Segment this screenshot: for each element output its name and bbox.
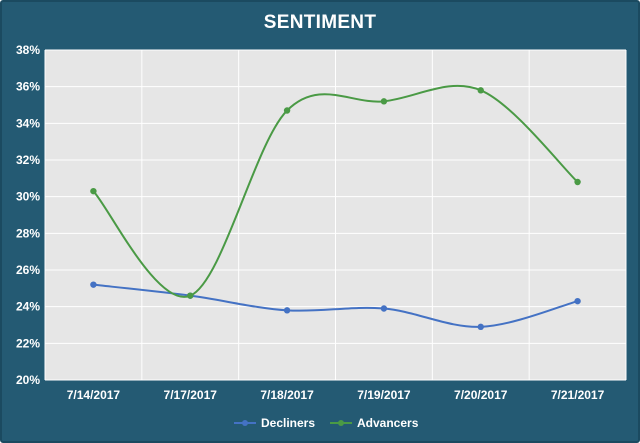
- legend-marker-decliners: [242, 420, 248, 426]
- y-tick-label: 36%: [16, 80, 40, 94]
- y-tick-label: 34%: [16, 116, 40, 130]
- y-tick-label: 26%: [16, 263, 40, 277]
- legend-item-advancers[interactable]: Advancers: [330, 416, 419, 430]
- data-point-decliners: [283, 307, 291, 314]
- y-tick-label: 28%: [16, 226, 40, 240]
- legend-label-decliners: Decliners: [261, 416, 315, 430]
- data-point-advancers: [380, 98, 388, 105]
- x-tick-label: 7/17/2017: [164, 388, 218, 402]
- data-point-decliners: [380, 305, 388, 312]
- y-tick-label: 22%: [16, 336, 40, 350]
- x-axis-ticks: 7/14/2017 7/17/2017 7/18/2017 7/19/2017 7/20…: [67, 388, 605, 402]
- legend-label-advancers: Advancers: [357, 416, 419, 430]
- series-line-advancers: [92, 84, 579, 298]
- series-line-decliners: [93, 283, 578, 328]
- x-tick-label: 7/21/2017: [551, 388, 605, 402]
- legend[interactable]: Decliners Advancers: [234, 416, 419, 430]
- x-tick-label: 7/14/2017: [67, 388, 121, 402]
- y-tick-label: 20%: [16, 373, 40, 387]
- data-point-advancers: [187, 292, 194, 299]
- data-point-advancers: [283, 107, 291, 114]
- y-tick-label: 24%: [16, 300, 40, 314]
- gridlines: [44, 49, 627, 381]
- series-advancers: [90, 84, 581, 299]
- data-point-decliners: [477, 323, 484, 331]
- data-point-advancers: [477, 87, 484, 94]
- y-tick-label: 38%: [16, 43, 40, 57]
- x-tick-label: 7/20/2017: [454, 388, 508, 402]
- data-point-decliners: [574, 297, 581, 305]
- series: [90, 84, 581, 331]
- data-point-advancers: [574, 178, 581, 186]
- y-axis-ticks: 20% 22% 24% 26% 28% 30% 32% 34% 36% 38%: [16, 43, 40, 387]
- data-point-decliners: [90, 281, 97, 288]
- data-point-advancers: [90, 187, 97, 195]
- y-tick-label: 30%: [16, 190, 40, 204]
- chart-title: SENTIMENT: [263, 12, 377, 33]
- x-tick-label: 7/19/2017: [357, 388, 411, 402]
- x-tick-label: 7/18/2017: [260, 388, 314, 402]
- legend-item-decliners[interactable]: Decliners: [234, 416, 315, 430]
- legend-marker-advancers: [338, 420, 344, 426]
- y-tick-label: 32%: [16, 153, 40, 167]
